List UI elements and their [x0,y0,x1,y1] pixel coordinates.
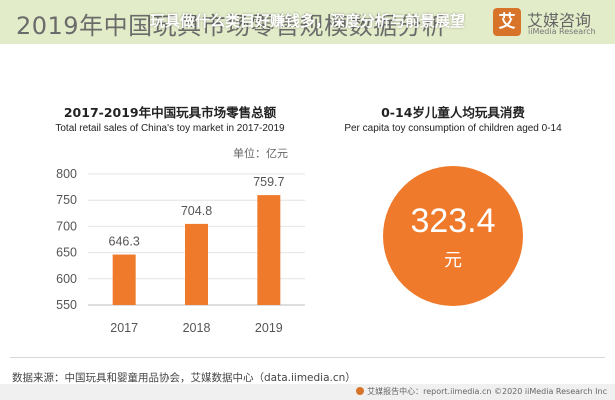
x-tick-label: 2018 [183,321,211,335]
y-tick-label: 650 [56,246,77,260]
footer-bar: 艾媒报告中心：report.iimedia.cn ©2020 iiMedia R… [0,384,615,400]
y-tick-label: 550 [56,298,77,312]
circle-chart-subtitle: Per capita toy consumption of children a… [344,123,562,134]
bar-value-label: 704.8 [181,204,212,218]
page-title: 2019年中国玩具市场零售规模数据分析 [16,12,447,40]
per-capita-value: 323.4 [410,202,496,240]
bar-chart-unit: 单位：亿元 [233,147,288,160]
bar [112,254,136,305]
bars [112,195,281,305]
brand-subtitle: iiMedia Research [528,27,596,36]
y-tick-label: 600 [56,272,77,286]
footer-divider [10,357,605,358]
brand-logo: 艾 艾媒咨询 iiMedia Research [493,7,605,39]
y-tick-label: 700 [56,219,77,233]
bar-chart-title: 2017-2019年中国玩具市场零售总额 [63,105,277,120]
report-center-icon [356,387,365,395]
footer-report: 艾媒报告中心：report.iimedia.cn ©2020 iiMedia R… [356,386,607,397]
x-tick-label: 2019 [255,321,283,335]
circle-chart-title: 0-14岁儿童人均玩具消费 [381,105,525,120]
per-capita-unit: 元 [444,250,462,271]
y-tick-label: 800 [56,167,77,181]
brand-logo-icon: 艾 [493,8,521,36]
bar [257,195,281,305]
data-source: 数据来源：中国玩具和婴童用品协会，艾媒数据中心（data.iimedia.cn） [12,372,356,384]
y-tick-label: 750 [56,193,77,207]
per-capita-circle: 323.4 元 [383,166,523,306]
bar-value-label: 759.7 [253,175,284,189]
y-axis-ticks: 800 750 700 650 600 550 [56,167,77,312]
x-tick-label: 2017 [110,321,138,335]
bar [185,223,208,305]
bar-chart-subtitle: Total retail sales of China's toy market… [55,123,285,134]
overlay-title: 玩具做什么类目好赚钱多，深度分析与前景展望 [149,12,465,30]
footer-report-text: 艾媒报告中心：report.iimedia.cn ©2020 iiMedia R… [367,387,607,396]
bar-value-label: 646.3 [109,235,140,249]
x-axis-ticks: 2017 2018 2019 [110,321,283,335]
brand-name: 艾媒咨询 [527,11,592,30]
bar-value-labels: 646.3 704.8 759.7 [109,175,285,248]
